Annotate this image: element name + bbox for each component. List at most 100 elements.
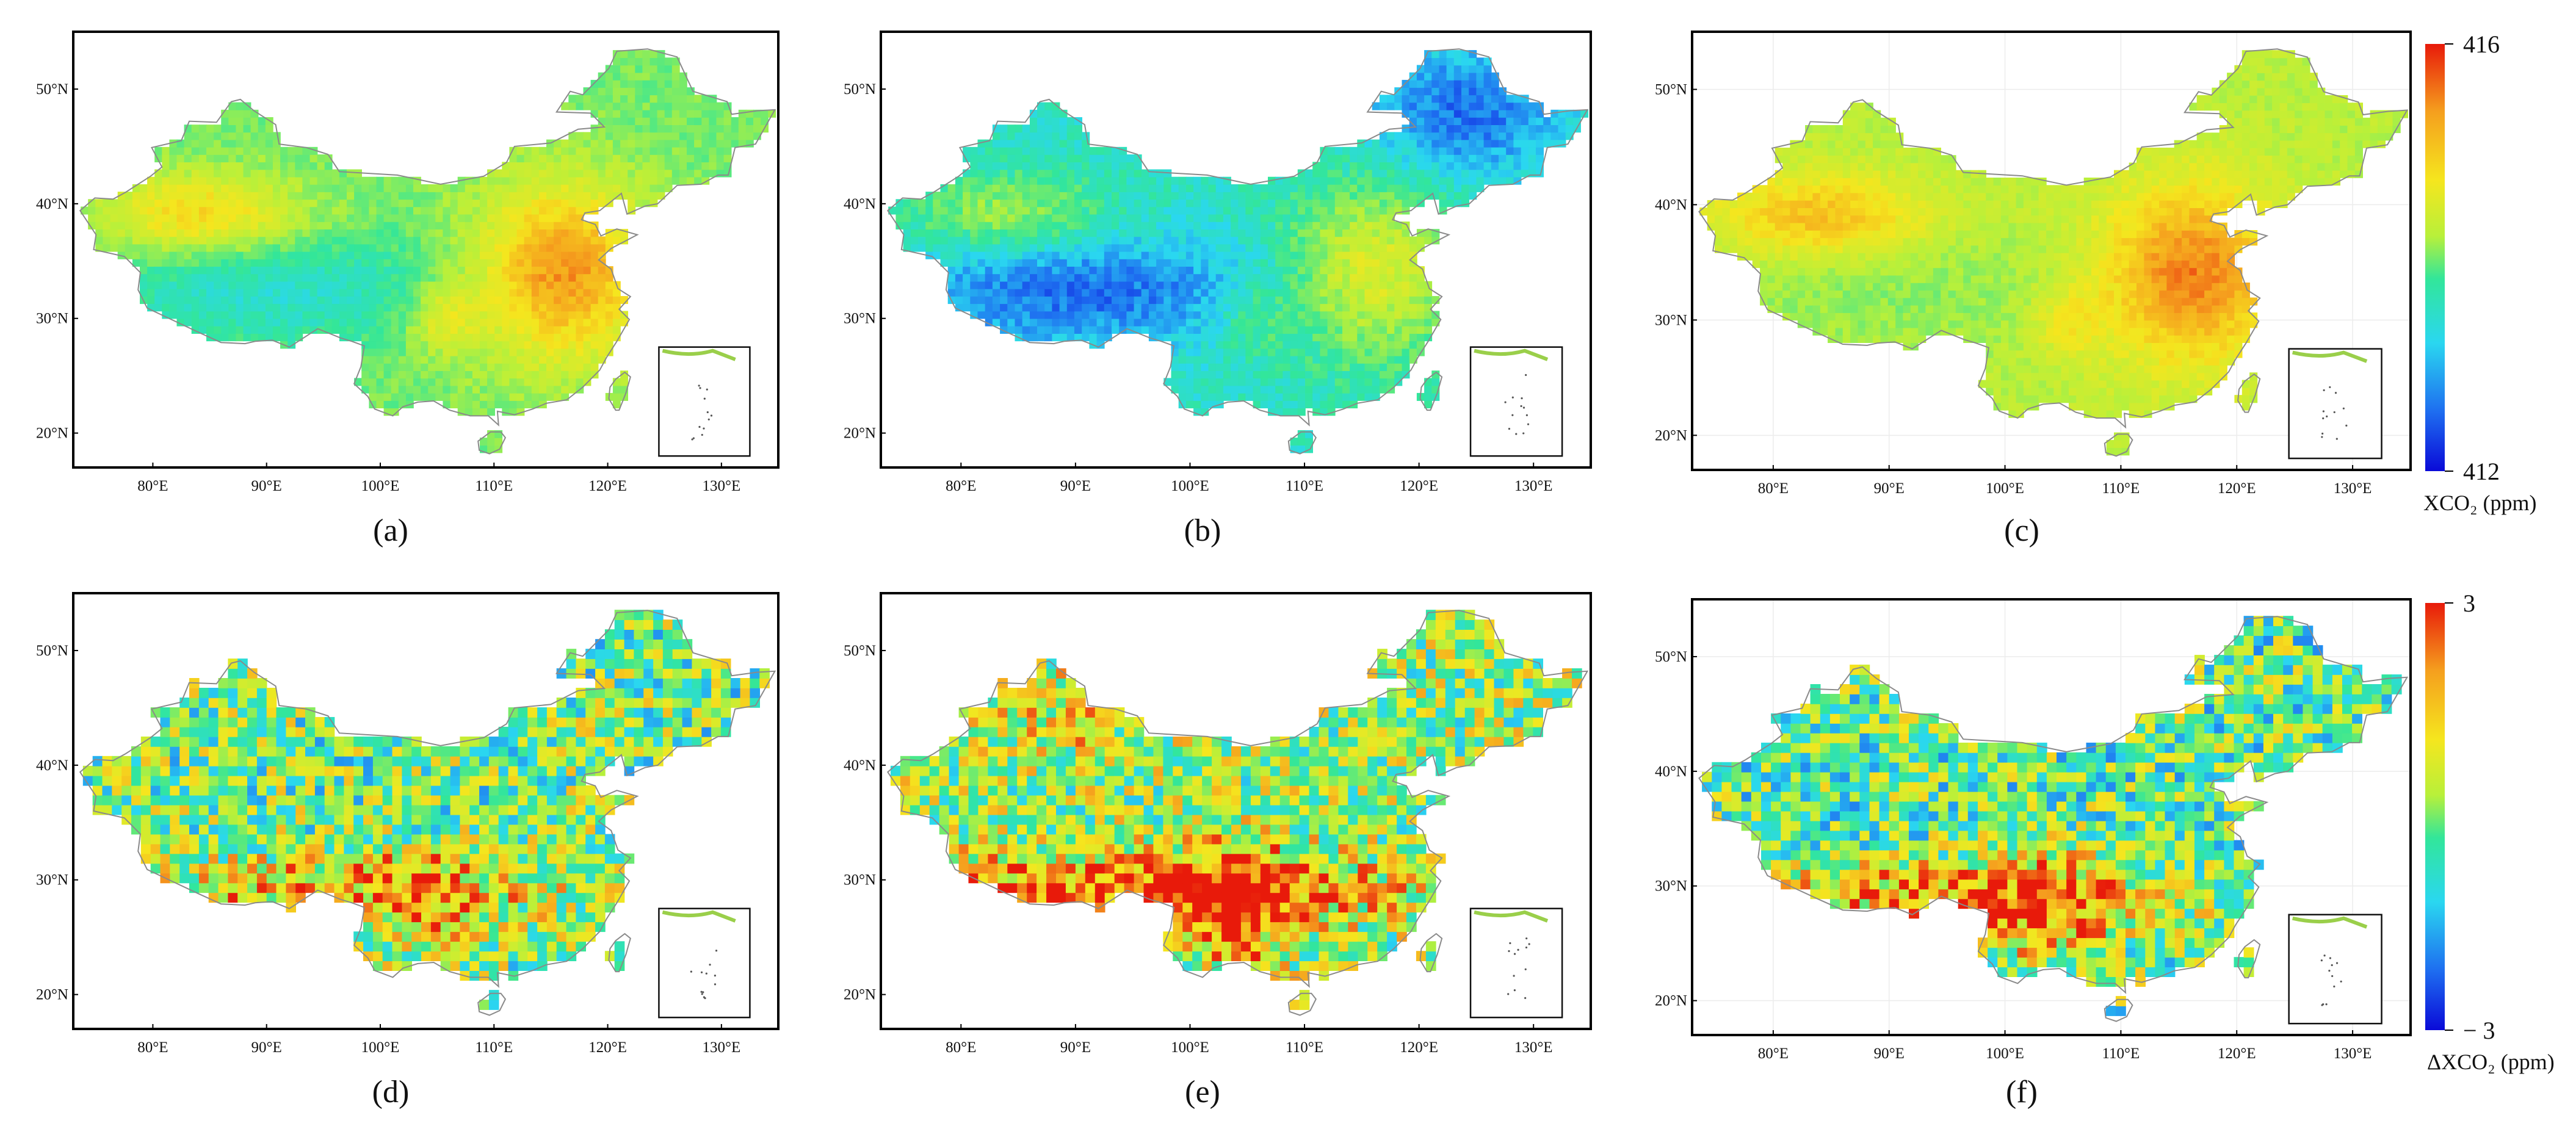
heatmap-cell: [383, 400, 392, 409]
heatmap-cell: [435, 333, 444, 342]
heatmap-cell: [554, 199, 562, 207]
heatmap-cell: [1305, 266, 1313, 275]
heatmap-cell: [1416, 95, 1425, 103]
heatmap-cell: [1201, 378, 1209, 386]
heatmap-cell: [103, 244, 111, 252]
heatmap-cell: [295, 251, 303, 259]
heatmap-cell: [1134, 236, 1142, 245]
heatmap-cell: [324, 259, 333, 267]
heatmap-cell: [620, 117, 628, 125]
heatmap-cell: [435, 192, 444, 200]
heatmap-cell: [1171, 385, 1179, 394]
heatmap-cell: [1350, 244, 1358, 252]
heatmap-cell: [1402, 139, 1410, 148]
heatmap-cell: [1767, 283, 1776, 291]
heatmap-cell: [1268, 378, 1276, 386]
heatmap-cell: [184, 192, 192, 200]
heatmap-cell: [443, 281, 451, 289]
inset-island: [1511, 396, 1514, 399]
heatmap-cell: [1469, 169, 1477, 178]
heatmap-cell: [1416, 169, 1425, 178]
heatmap-cell: [1835, 185, 1843, 193]
heatmap-cell: [1439, 184, 1447, 192]
heatmap-cell: [243, 154, 251, 162]
heatmap-cell: [1342, 355, 1350, 364]
heatmap-cell: [1828, 125, 1836, 134]
heatmap-cell: [391, 288, 399, 297]
heatmap-cell: [1245, 266, 1254, 275]
heatmap-cell: [1805, 283, 1814, 291]
heatmap-cell: [933, 222, 941, 229]
heatmap-cell: [1283, 206, 1291, 215]
heatmap-cell: [1439, 65, 1447, 73]
heatmap-cell: [1112, 259, 1120, 267]
heatmap-cell: [1364, 192, 1373, 200]
heatmap-cell: [258, 132, 266, 140]
heatmap-cell: [1476, 109, 1485, 118]
heatmap-cell: [1074, 266, 1082, 275]
heatmap-cell: [214, 303, 222, 312]
heatmap-cell: [347, 326, 355, 334]
heatmap-cell: [272, 222, 281, 229]
heatmap-cell: [1193, 251, 1202, 259]
heatmap-cell: [1171, 326, 1179, 334]
heatmap-cell: [561, 214, 570, 222]
heatmap-cell: [258, 266, 266, 275]
heatmap-cell: [516, 176, 525, 185]
heatmap-cell: [1431, 87, 1440, 96]
heatmap-cell: [1409, 348, 1417, 356]
heatmap-cell: [1156, 273, 1165, 282]
heatmap-cell: [443, 378, 451, 386]
heatmap-cell: [487, 206, 495, 215]
heatmap-cell: [1424, 57, 1433, 66]
heatmap-cell: [1334, 169, 1343, 178]
heatmap-cell: [1082, 229, 1090, 237]
heatmap-cell: [221, 318, 230, 326]
heatmap-cell: [450, 288, 458, 297]
inset-island: [701, 433, 703, 436]
heatmap-cell: [1268, 318, 1276, 326]
heatmap-cell: [1364, 206, 1373, 215]
heatmap-cell: [985, 222, 993, 229]
heatmap-cell: [701, 154, 710, 162]
heatmap-cell: [272, 326, 281, 334]
heatmap-cell: [1126, 251, 1135, 259]
heatmap-cell: [955, 222, 963, 229]
heatmap-cell: [480, 348, 488, 356]
heatmap-cell: [465, 378, 473, 386]
heatmap-cell: [457, 392, 466, 401]
heatmap-cell: [1015, 176, 1023, 185]
heatmap-cell: [295, 162, 303, 170]
heatmap-cell: [1066, 124, 1075, 133]
heatmap-cell: [598, 109, 606, 118]
heatmap-cell: [1320, 333, 1328, 342]
heatmap-cell: [502, 199, 510, 207]
heatmap-cell: [1312, 326, 1321, 334]
heatmap-cell: [331, 236, 340, 245]
heatmap-cell: [1357, 199, 1366, 207]
heatmap-cell: [1767, 252, 1776, 261]
heatmap-cell: [450, 400, 458, 409]
heatmap-cell: [1052, 192, 1060, 200]
heatmap-cell: [509, 244, 518, 252]
heatmap-cell: [576, 348, 584, 356]
map-panel-b: 80°E 90°E 100°E 110°E 120°E 130°E20°N30°N40°N…: [844, 31, 1592, 548]
heatmap-cell: [1729, 237, 1738, 246]
heatmap-cell: [679, 146, 687, 155]
heatmap-cell: [649, 162, 658, 170]
heatmap-cell: [590, 184, 599, 192]
heatmap-cell: [1290, 400, 1298, 409]
heatmap-cell: [576, 251, 584, 259]
heatmap-cell: [1364, 385, 1373, 394]
heatmap-cell: [1387, 318, 1395, 326]
heatmap-cell: [531, 385, 540, 394]
heatmap-cell: [1074, 192, 1082, 200]
heatmap-cell: [302, 303, 311, 312]
heatmap-cell: [1163, 303, 1172, 312]
heatmap-cell: [583, 288, 592, 297]
heatmap-cell: [1820, 283, 1828, 291]
heatmap-cell: [1334, 311, 1343, 319]
heatmap-cell: [1112, 236, 1120, 245]
heatmap-cell: [1491, 124, 1499, 133]
heatmap-cell: [583, 139, 592, 148]
